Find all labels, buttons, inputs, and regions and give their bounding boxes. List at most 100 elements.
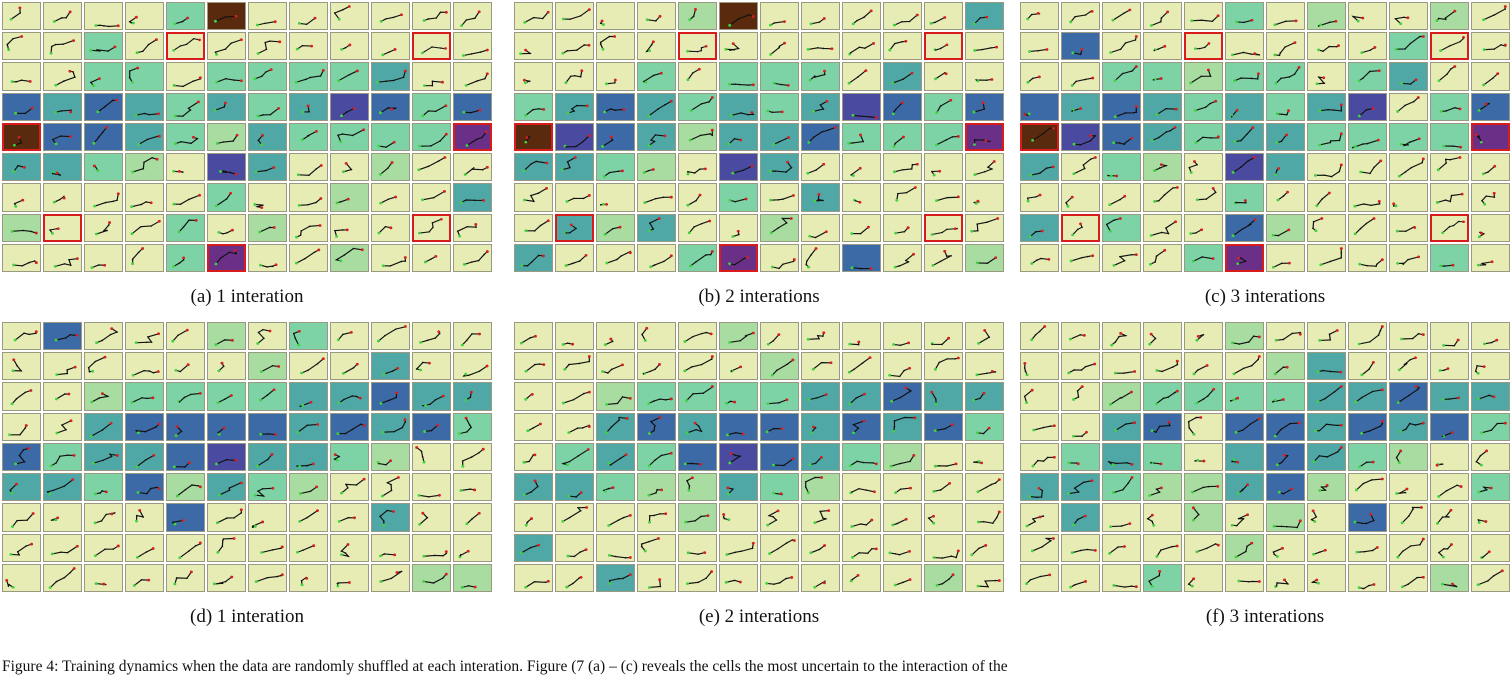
trajectory-plot bbox=[14, 446, 31, 466]
trajectory-point bbox=[183, 397, 186, 399]
trajectory-plot bbox=[1441, 396, 1460, 402]
trajectory-plot bbox=[381, 417, 407, 434]
grid-cell bbox=[514, 473, 553, 502]
trajectory-line bbox=[1442, 583, 1457, 587]
trajectory-line bbox=[766, 427, 782, 433]
trajectory-point bbox=[1256, 72, 1260, 76]
trajectory-point bbox=[145, 201, 147, 204]
trajectory-point bbox=[481, 136, 483, 139]
trajectory-point bbox=[1194, 459, 1196, 462]
trajectory-point bbox=[545, 161, 549, 165]
grid-cell bbox=[678, 243, 717, 272]
trajectory-point bbox=[894, 552, 897, 555]
trajectory-point bbox=[1076, 390, 1079, 393]
trajectory-point bbox=[198, 392, 202, 396]
trajectory-line bbox=[729, 198, 747, 203]
trajectory-point bbox=[976, 229, 979, 232]
grid-cell bbox=[330, 442, 369, 472]
trajectory-point bbox=[870, 518, 874, 522]
trajectory-point bbox=[272, 166, 276, 169]
trajectory-point bbox=[184, 466, 186, 468]
trajectory-point bbox=[179, 370, 182, 373]
grid-cell bbox=[43, 32, 82, 61]
trajectory-plot bbox=[93, 490, 108, 496]
trajectory-line bbox=[55, 334, 78, 341]
grid-cell bbox=[555, 183, 594, 212]
trajectory-point bbox=[1134, 252, 1138, 256]
trajectory-point bbox=[979, 398, 981, 400]
grid-cell bbox=[1184, 32, 1223, 61]
trajectory-point bbox=[225, 171, 228, 174]
grid-cell bbox=[1102, 92, 1141, 121]
grid-cell bbox=[555, 563, 594, 592]
trajectory-point bbox=[1235, 525, 1238, 527]
grid-cell bbox=[719, 352, 758, 381]
trajectory-point bbox=[1189, 171, 1193, 175]
trajectory-plot bbox=[379, 510, 395, 527]
grid-cell bbox=[555, 503, 594, 532]
trajectory-point bbox=[73, 365, 77, 369]
trajectory-line bbox=[1400, 422, 1424, 432]
trajectory-point bbox=[642, 171, 646, 175]
trajectory-point bbox=[1277, 234, 1280, 236]
trajectory-point bbox=[335, 258, 338, 261]
trajectory-point bbox=[17, 164, 19, 167]
trajectory-point bbox=[686, 78, 690, 82]
trajectory-point bbox=[469, 391, 473, 394]
grid-cell bbox=[453, 473, 492, 502]
trajectory-point bbox=[333, 453, 337, 456]
trajectory-point bbox=[939, 47, 942, 50]
trajectory-point bbox=[335, 201, 339, 205]
trajectory-line bbox=[418, 157, 446, 171]
grid-cell bbox=[125, 412, 164, 441]
grid-cell bbox=[1430, 533, 1469, 562]
grid-cell bbox=[965, 62, 1004, 91]
trajectory-point bbox=[1324, 398, 1326, 400]
trajectory-point bbox=[266, 576, 269, 579]
grid-cell bbox=[371, 412, 410, 441]
trajectory-point bbox=[573, 75, 576, 77]
trajectory-plot bbox=[376, 459, 393, 466]
trajectory-line bbox=[343, 163, 353, 173]
trajectory-plot bbox=[850, 518, 874, 529]
grid-cell bbox=[330, 473, 369, 502]
trajectory-point bbox=[1407, 395, 1410, 397]
trajectory-point bbox=[862, 461, 864, 464]
trajectory-point bbox=[1359, 170, 1363, 174]
trajectory-point bbox=[173, 523, 177, 526]
trajectory-point bbox=[143, 112, 146, 114]
trajectory-line bbox=[567, 548, 587, 557]
grid-cell bbox=[2, 412, 41, 441]
trajectory-point bbox=[1371, 460, 1375, 464]
trajectory-point bbox=[567, 430, 571, 434]
grid-cell bbox=[678, 563, 717, 592]
grid-cell bbox=[801, 2, 840, 31]
trajectory-point bbox=[306, 424, 309, 426]
trajectory-point bbox=[821, 130, 824, 133]
trajectory-point bbox=[352, 367, 355, 369]
trajectory-point bbox=[1025, 581, 1029, 585]
trajectory-line bbox=[808, 394, 827, 401]
trajectory-point bbox=[234, 14, 238, 18]
trajectory-plot bbox=[13, 330, 38, 342]
trajectory-line bbox=[13, 260, 37, 267]
trajectory-plot bbox=[296, 422, 320, 434]
trajectory-point bbox=[1148, 262, 1152, 266]
trajectory-point bbox=[1076, 228, 1079, 230]
trajectory-point bbox=[1396, 261, 1400, 265]
trajectory-point bbox=[773, 583, 775, 585]
trajectory-point bbox=[157, 134, 161, 138]
trajectory-point bbox=[1047, 257, 1051, 261]
grid-cell bbox=[842, 473, 881, 502]
trajectory-plot bbox=[1475, 449, 1489, 467]
trajectory-point bbox=[1037, 459, 1039, 462]
trajectory-plot bbox=[212, 575, 234, 586]
trajectory-point bbox=[1475, 460, 1478, 463]
trajectory-point bbox=[1160, 231, 1163, 233]
trajectory-point bbox=[1082, 164, 1085, 166]
trajectory-plot bbox=[1355, 477, 1384, 492]
trajectory-line bbox=[254, 69, 272, 80]
trajectory-point bbox=[617, 577, 620, 580]
trajectory-point bbox=[1380, 388, 1384, 392]
trajectory-point bbox=[1455, 585, 1458, 588]
